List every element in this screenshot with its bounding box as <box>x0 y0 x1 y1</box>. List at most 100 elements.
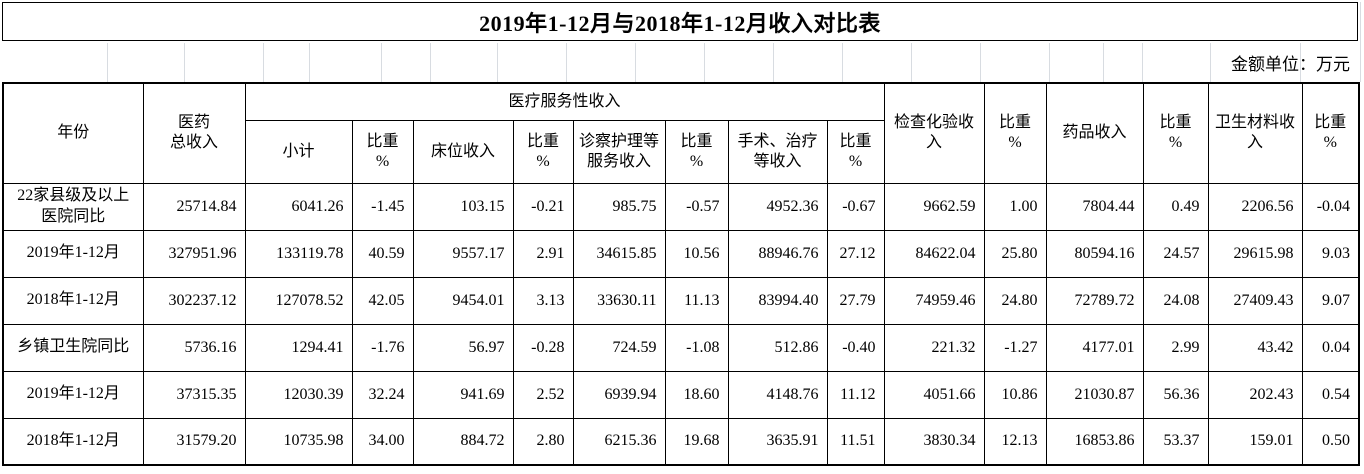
value-cell: 3.13 <box>512 276 574 325</box>
unit-note: 金额单位：万元 <box>1231 55 1350 74</box>
gridline <box>773 43 774 82</box>
value-cell: 24.08 <box>1142 276 1209 325</box>
value-cell: 34.00 <box>351 417 414 466</box>
value-cell: 133119.78 <box>244 229 353 278</box>
value-cell: 985.75 <box>572 182 666 231</box>
value-cell: 9.07 <box>1301 276 1360 325</box>
table-row: 22家县级及以上 医院同比 25714.84 6041.26 -1.45 103.15-… <box>2 182 1360 231</box>
col-header-subtotal: 小计 <box>244 119 353 184</box>
value-cell: 4177.01 <box>1045 323 1144 372</box>
value-cell: 9454.01 <box>412 276 514 325</box>
row-label: 2019年1-12月 <box>2 370 144 419</box>
value-cell: 43.42 <box>1207 323 1303 372</box>
col-header-surgery-treatment-income: 手术、治疗 等收入 <box>727 119 828 184</box>
gridline <box>635 43 636 82</box>
col-header-exam-lab-share: 比重 % <box>983 82 1047 184</box>
gridline <box>381 43 382 82</box>
col-header-drug-share: 比重 % <box>1142 82 1209 184</box>
col-header-bed-income: 床位收入 <box>412 119 514 184</box>
value-cell: 302237.12 <box>142 276 246 325</box>
value-cell: -0.67 <box>826 182 885 231</box>
value-cell: 6041.26 <box>244 182 353 231</box>
col-header-drug-income: 药品收入 <box>1045 82 1144 184</box>
gridline <box>842 43 843 82</box>
value-cell: 12.13 <box>983 417 1047 466</box>
value-cell: 83994.40 <box>727 276 828 325</box>
row-label: 2018年1-12月 <box>2 417 144 466</box>
value-cell: 103.15 <box>412 182 514 231</box>
gridline <box>1103 43 1104 82</box>
value-cell: 327951.96 <box>142 229 246 278</box>
value-cell: 31579.20 <box>142 417 246 466</box>
value-cell: -0.40 <box>826 323 885 372</box>
value-cell: 2.52 <box>512 370 574 419</box>
col-header-sanitary-material-income: 卫生材料收 入 <box>1207 82 1303 184</box>
header-row-sub: 小计 比重 % 床位收入 比重 % 诊察护理等 服务收入 比重 % 手术、治疗 … <box>3 119 1359 184</box>
value-cell: -1.08 <box>664 323 729 372</box>
value-cell: 29615.98 <box>1207 229 1303 278</box>
value-cell: 0.50 <box>1301 417 1360 466</box>
value-cell: 27409.43 <box>1207 276 1303 325</box>
col-header-exam-nursing-share: 比重 % <box>664 119 729 184</box>
gridline <box>911 43 912 82</box>
col-header-bed-share: 比重 % <box>512 119 574 184</box>
value-cell: 33630.11 <box>572 276 666 325</box>
value-cell: 512.86 <box>727 323 828 372</box>
value-cell: 4148.76 <box>727 370 828 419</box>
value-cell: 2.91 <box>512 229 574 278</box>
value-cell: 724.59 <box>572 323 666 372</box>
value-cell: 1.00 <box>983 182 1047 231</box>
gridline <box>1300 43 1301 82</box>
value-cell: 3635.91 <box>727 417 828 466</box>
value-cell: 159.01 <box>1207 417 1303 466</box>
gridline <box>430 43 431 82</box>
unit-row: 金额单位：万元 <box>0 43 1364 82</box>
value-cell: -0.04 <box>1301 182 1360 231</box>
value-cell: 80594.16 <box>1045 229 1144 278</box>
gridline <box>1210 43 1211 82</box>
col-header-year: 年份 <box>2 82 144 184</box>
value-cell: -0.28 <box>512 323 574 372</box>
value-cell: -1.45 <box>351 182 414 231</box>
table-row: 2019年1-12月 37315.35 12030.39 32.24 941.69 2.5… <box>2 370 1360 419</box>
value-cell: 0.54 <box>1301 370 1360 419</box>
gridline <box>309 43 310 82</box>
value-cell: 27.79 <box>826 276 885 325</box>
col-header-exam-nursing-income: 诊察护理等 服务收入 <box>572 119 666 184</box>
col-header-exam-lab-income: 检查化验收 入 <box>883 82 985 184</box>
value-cell: 2.80 <box>512 417 574 466</box>
value-cell: 53.37 <box>1142 417 1209 466</box>
value-cell: 42.05 <box>351 276 414 325</box>
value-cell: -0.21 <box>512 182 574 231</box>
value-cell: 88946.76 <box>727 229 828 278</box>
value-cell: 24.80 <box>983 276 1047 325</box>
value-cell: 884.72 <box>412 417 514 466</box>
value-cell: 21030.87 <box>1045 370 1144 419</box>
value-cell: 40.59 <box>351 229 414 278</box>
gridline <box>1049 43 1050 82</box>
value-cell: 25714.84 <box>142 182 246 231</box>
table-row: 2018年1-12月 31579.20 10735.98 34.00 884.72 2.8… <box>2 417 1360 466</box>
table-row: 2019年1-12月 327951.96 133119.78 40.59 9557.17… <box>2 229 1360 278</box>
value-cell: 2206.56 <box>1207 182 1303 231</box>
value-cell: 9.03 <box>1301 229 1360 278</box>
value-cell: 27.12 <box>826 229 885 278</box>
row-label: 2018年1-12月 <box>2 276 144 325</box>
value-cell: 6939.94 <box>572 370 666 419</box>
row-label: 2019年1-12月 <box>2 229 144 278</box>
value-cell: 0.49 <box>1142 182 1209 231</box>
gridline <box>1142 43 1143 82</box>
page-title: 2019年1-12月与2018年1-12月收入对比表 <box>2 2 1358 41</box>
value-cell: 6215.36 <box>572 417 666 466</box>
gridline <box>704 43 705 82</box>
value-cell: 10.86 <box>983 370 1047 419</box>
value-cell: 202.43 <box>1207 370 1303 419</box>
row-label: 乡镇卫生院同比 <box>2 323 144 372</box>
value-cell: 9557.17 <box>412 229 514 278</box>
gridline <box>566 43 567 82</box>
value-cell: 25.80 <box>983 229 1047 278</box>
gridline <box>263 43 264 82</box>
value-cell: 19.68 <box>664 417 729 466</box>
value-cell: 9662.59 <box>883 182 985 231</box>
value-cell: 10735.98 <box>244 417 353 466</box>
